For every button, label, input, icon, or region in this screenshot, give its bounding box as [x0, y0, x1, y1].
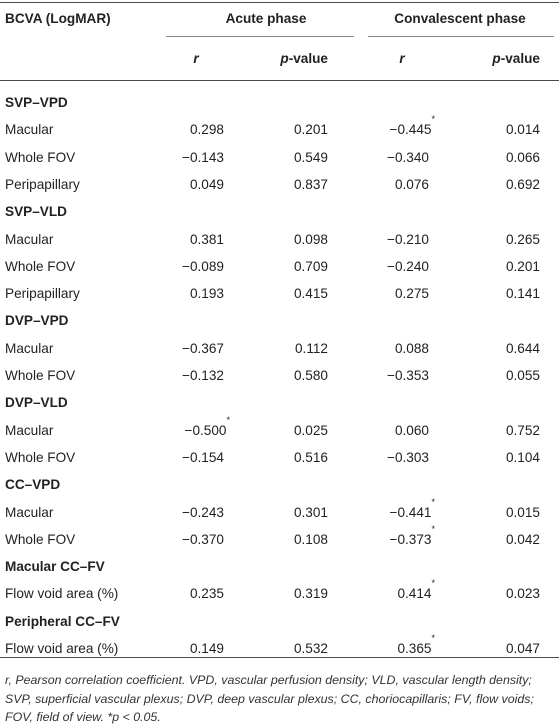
- significance-marker: *: [431, 578, 435, 588]
- header-convalescent-phase: Convalescent phase: [394, 11, 526, 26]
- cell-acute-p: 0.301: [293, 505, 328, 520]
- cell-conv-p: 0.752: [505, 423, 540, 438]
- cell-conv-r: −0.303: [387, 450, 429, 465]
- row-label: Flow void area (%): [5, 641, 119, 656]
- cell-acute-r: −0.243: [182, 505, 224, 520]
- cell-acute-p: 0.112: [294, 341, 328, 356]
- row-label: Macular: [5, 122, 54, 137]
- section-title: Macular CC–FV: [5, 559, 105, 574]
- cell-conv-r: 0.365*: [397, 633, 435, 657]
- cell-acute-r: −0.089: [182, 259, 224, 274]
- cell-conv-p: 0.042: [505, 532, 540, 547]
- header-convalescent-r: r: [399, 51, 405, 66]
- section-title: CC–VPD: [5, 477, 61, 492]
- top-rule: [0, 2, 559, 3]
- section-title: Peripheral CC–FV: [5, 614, 120, 629]
- cell-acute-p: 0.201: [293, 122, 328, 137]
- cell-acute-p: 0.025: [293, 423, 328, 438]
- header-bottom-rule: [0, 80, 559, 81]
- cell-conv-p: 0.141: [505, 286, 540, 301]
- cell-acute-r: −0.367: [182, 341, 224, 356]
- header-acute-phase: Acute phase: [225, 11, 307, 26]
- cell-acute-r: 0.149: [189, 641, 224, 656]
- cell-acute-r: −0.500*: [184, 415, 230, 439]
- significance-marker: *: [226, 415, 230, 425]
- cell-acute-r: 0.193: [189, 286, 224, 301]
- cell-conv-r: −0.340: [387, 150, 429, 165]
- cell-conv-r: −0.441*: [389, 497, 435, 521]
- section-title: DVP–VLD: [5, 395, 68, 410]
- cell-conv-p: 0.692: [505, 177, 540, 192]
- section-title: DVP–VPD: [5, 313, 69, 328]
- cell-conv-r: 0.076: [394, 177, 429, 192]
- cell-acute-p: 0.098: [293, 232, 328, 247]
- cell-conv-p: 0.201: [505, 259, 540, 274]
- cell-conv-p: 0.104: [505, 450, 540, 465]
- row-label: Whole FOV: [5, 150, 76, 165]
- row-label: Whole FOV: [5, 450, 76, 465]
- cell-acute-r: −0.143: [182, 150, 224, 165]
- cell-conv-p: 0.023: [505, 586, 540, 601]
- cell-conv-r: 0.060: [394, 423, 429, 438]
- row-label: Whole FOV: [5, 532, 76, 547]
- cell-conv-r: 0.414*: [397, 578, 435, 602]
- row-label: Flow void area (%): [5, 586, 119, 601]
- acute-phase-underline: [166, 36, 354, 37]
- row-label: Macular: [5, 341, 54, 356]
- cell-conv-p: 0.014: [505, 122, 540, 137]
- cell-conv-r: −0.210: [387, 232, 429, 247]
- significance-marker: *: [431, 114, 435, 124]
- cell-conv-p: 0.066: [505, 150, 540, 165]
- cell-conv-r: −0.373*: [389, 524, 435, 548]
- convalescent-phase-underline: [368, 36, 554, 37]
- cell-acute-p: 0.709: [293, 259, 328, 274]
- row-label: Peripapillary: [5, 286, 80, 301]
- cell-conv-p: 0.047: [505, 641, 540, 656]
- section-title: SVP–VPD: [5, 95, 68, 110]
- cell-conv-r: −0.353: [387, 368, 429, 383]
- cell-conv-r: −0.240: [387, 259, 429, 274]
- table-footnote: r, Pearson correlation coefficient. VPD,…: [5, 673, 534, 724]
- cell-conv-r: 0.275: [394, 286, 429, 301]
- cell-acute-r: −0.154: [182, 450, 224, 465]
- cell-acute-p: 0.580: [293, 368, 328, 383]
- cell-acute-r: 0.235: [189, 586, 224, 601]
- row-label: Peripapillary: [5, 177, 80, 192]
- row-label: Macular: [5, 423, 54, 438]
- row-label: Whole FOV: [5, 259, 76, 274]
- header-convalescent-p-value: p-value: [492, 51, 540, 66]
- cell-conv-p: 0.015: [505, 505, 540, 520]
- row-label: Whole FOV: [5, 368, 76, 383]
- cell-acute-r: 0.298: [189, 122, 224, 137]
- section-title: SVP–VLD: [5, 204, 67, 219]
- cell-conv-p: 0.265: [505, 232, 540, 247]
- cell-acute-p: 0.837: [293, 177, 328, 192]
- cell-acute-p: 0.516: [293, 450, 328, 465]
- cell-acute-p: 0.549: [293, 150, 328, 165]
- cell-acute-r: −0.132: [182, 368, 224, 383]
- bottom-rule: [0, 657, 559, 658]
- header-acute-p-value: p-value: [280, 51, 328, 66]
- cell-acute-p: 0.108: [293, 532, 328, 547]
- cell-acute-p: 0.319: [293, 586, 328, 601]
- cell-acute-p: 0.415: [293, 286, 328, 301]
- cell-conv-r: 0.088: [394, 341, 429, 356]
- cell-acute-r: 0.049: [189, 177, 224, 192]
- cell-acute-p: 0.532: [293, 641, 328, 656]
- header-acute-r: r: [193, 51, 199, 66]
- significance-marker: *: [431, 524, 435, 534]
- cell-acute-r: −0.370: [182, 532, 224, 547]
- cell-acute-r: 0.381: [189, 232, 224, 247]
- cell-conv-p: 0.055: [505, 368, 540, 383]
- significance-marker: *: [431, 633, 435, 643]
- row-label: Macular: [5, 505, 54, 520]
- cell-conv-p: 0.644: [505, 341, 540, 356]
- cell-conv-r: −0.445*: [389, 114, 435, 138]
- header-measure: BCVA (LogMAR): [5, 11, 111, 26]
- row-label: Macular: [5, 232, 54, 247]
- significance-marker: *: [431, 497, 435, 507]
